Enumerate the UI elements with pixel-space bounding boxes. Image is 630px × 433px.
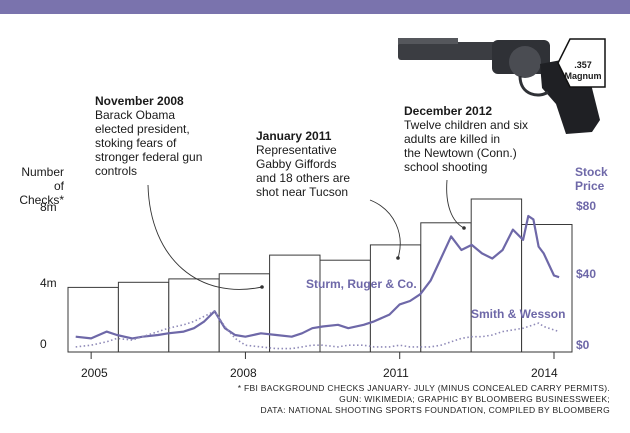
left-axis-title: Number of Checks* [19, 165, 64, 207]
right-tick-40: $40 [576, 267, 597, 281]
annotation-body: Barack Obama elected president, stoking … [95, 108, 203, 178]
annotation-title: December 2012 [404, 104, 493, 118]
bar-2014 [521, 224, 573, 353]
left-tick-4m: 4m [40, 276, 57, 290]
left-tick-8m: 8m [40, 200, 57, 214]
series-line-sw [75, 310, 560, 350]
bar-2009 [269, 254, 321, 353]
annotation-dec-2012: December 2012 Twelve children and six ad… [404, 104, 569, 174]
x-tick-2014: 2014 [531, 366, 558, 380]
arrow-dec-2012 [446, 179, 465, 229]
bar-2005 [67, 286, 119, 353]
header-color-bar [0, 0, 630, 14]
series-label-sw: Smith & Wesson [471, 307, 566, 321]
magnum-tag-icon [557, 38, 606, 88]
revolver-part-5 [518, 75, 549, 97]
magnum-label: .357 Magnum [564, 60, 602, 81]
revolver-part-3 [509, 46, 541, 78]
arrow-dec-2012-head [462, 226, 466, 230]
x-tick-2011: 2011 [383, 366, 409, 380]
bar-2012 [420, 222, 472, 353]
arrow-nov-2008-head [260, 285, 264, 289]
x-tick-2005: 2005 [81, 366, 108, 380]
bar-2010 [319, 259, 371, 353]
annotation-body: Twelve children and six adults are kille… [404, 118, 529, 174]
annotation-jan-2011: January 2011 Representative Gabby Giffor… [256, 129, 396, 199]
right-axis-title: Stock Price [575, 165, 608, 193]
bar-2013 [470, 198, 523, 353]
arrow-nov-2008 [147, 184, 263, 290]
annotation-body: Representative Gabby Giffords and 18 oth… [256, 143, 351, 199]
arrow-jan-2011 [369, 199, 401, 259]
left-tick-0: 0 [40, 337, 47, 351]
revolver-part-1 [398, 38, 458, 44]
bar-2006 [117, 281, 170, 353]
arrow-jan-2011-head [396, 256, 400, 260]
annotation-title: November 2008 [95, 94, 184, 108]
annotation-title: January 2011 [256, 129, 332, 143]
revolver-part-0 [398, 42, 506, 60]
x-tick-2008: 2008 [230, 366, 257, 380]
series-line-ruger [75, 214, 560, 340]
right-tick-0: $0 [576, 338, 590, 352]
footnote: * FBI BACKGROUND CHECKS JANUARY- JULY (M… [237, 383, 610, 415]
series-label-ruger: Sturm, Ruger & Co. [306, 277, 417, 291]
right-tick-80: $80 [576, 199, 597, 213]
annotation-nov-2008: November 2008 Barack Obama elected presi… [95, 94, 235, 178]
